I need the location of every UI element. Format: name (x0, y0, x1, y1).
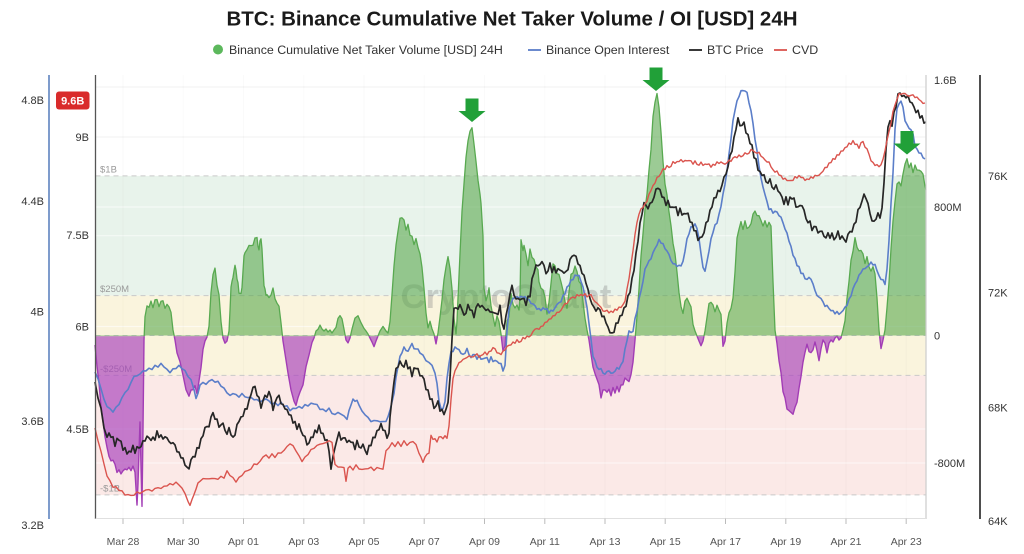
svg-text:-800M: -800M (934, 458, 965, 470)
svg-text:4.4B: 4.4B (21, 196, 44, 208)
svg-text:CVD: CVD (792, 43, 818, 57)
svg-text:9.6B: 9.6B (61, 96, 84, 108)
svg-text:1.6B: 1.6B (934, 75, 957, 87)
svg-text:64K: 64K (988, 516, 1008, 528)
svg-text:4B: 4B (31, 307, 44, 319)
svg-text:Apr 01: Apr 01 (228, 536, 259, 548)
svg-text:Binance Cumulative Net Taker V: Binance Cumulative Net Taker Volume [USD… (229, 43, 503, 57)
svg-text:Apr 11: Apr 11 (530, 536, 560, 548)
svg-text:0: 0 (934, 331, 940, 343)
svg-text:3.2B: 3.2B (21, 520, 44, 532)
svg-text:800M: 800M (934, 202, 962, 214)
svg-text:Apr 03: Apr 03 (288, 536, 319, 548)
svg-text:$1B: $1B (100, 164, 117, 175)
svg-text:$250M: $250M (100, 284, 129, 295)
svg-text:Apr 17: Apr 17 (710, 536, 741, 548)
svg-text:9B: 9B (76, 132, 89, 144)
svg-text:4.5B: 4.5B (66, 424, 89, 436)
svg-text:Apr 21: Apr 21 (831, 536, 862, 548)
svg-text:Apr 15: Apr 15 (650, 536, 681, 548)
svg-text:Binance Open Interest: Binance Open Interest (546, 43, 670, 57)
svg-text:BTC Price: BTC Price (707, 43, 764, 57)
svg-text:3.6B: 3.6B (21, 416, 44, 428)
svg-text:Apr 23: Apr 23 (891, 536, 922, 548)
svg-text:4.8B: 4.8B (21, 95, 44, 107)
svg-text:Apr 13: Apr 13 (590, 536, 621, 548)
svg-text:Apr 05: Apr 05 (349, 536, 380, 548)
svg-text:7.5B: 7.5B (66, 230, 89, 242)
svg-text:Mar 28: Mar 28 (107, 536, 140, 548)
svg-text:Apr 19: Apr 19 (770, 536, 801, 548)
svg-text:6B: 6B (76, 322, 89, 334)
svg-text:72K: 72K (988, 288, 1008, 300)
svg-text:-$1B: -$1B (100, 483, 120, 494)
svg-text:BTC: Binance Cumulative Net Ta: BTC: Binance Cumulative Net Taker Volume… (226, 8, 797, 31)
svg-text:76K: 76K (988, 171, 1008, 183)
svg-text:Mar 30: Mar 30 (167, 536, 200, 548)
svg-text:Apr 09: Apr 09 (469, 536, 500, 548)
svg-text:68K: 68K (988, 403, 1008, 415)
svg-text:Apr 07: Apr 07 (409, 536, 440, 548)
